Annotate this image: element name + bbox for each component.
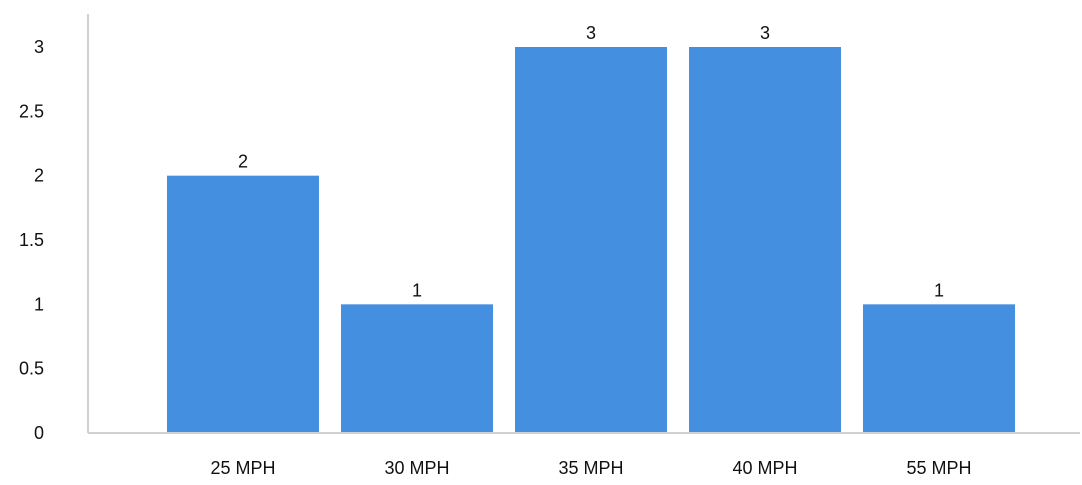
y-tick-label: 1 xyxy=(34,294,44,314)
y-axis-ticks: 0 0.5 1 1.5 2 2.5 3 xyxy=(19,37,44,443)
x-tick-label: 30 MPH xyxy=(384,458,449,478)
y-tick-label: 3 xyxy=(34,37,44,57)
y-tick-label: 0.5 xyxy=(19,359,44,379)
x-tick-label: 25 MPH xyxy=(210,458,275,478)
bar-data-label: 3 xyxy=(586,23,596,43)
bar xyxy=(515,47,667,433)
y-tick-label: 1.5 xyxy=(19,230,44,250)
x-tick-label: 55 MPH xyxy=(906,458,971,478)
bar xyxy=(341,304,493,433)
data-labels-group: 2 1 3 3 1 xyxy=(238,23,944,300)
x-tick-label: 40 MPH xyxy=(732,458,797,478)
bar-data-label: 2 xyxy=(238,152,248,172)
bar-data-label: 1 xyxy=(412,280,422,300)
x-axis-ticks: 25 MPH 30 MPH 35 MPH 40 MPH 55 MPH xyxy=(210,458,971,478)
bar xyxy=(863,304,1015,433)
bars-group xyxy=(167,47,1015,433)
x-tick-label: 35 MPH xyxy=(558,458,623,478)
bar-data-label: 1 xyxy=(934,280,944,300)
bar xyxy=(689,47,841,433)
bar xyxy=(167,175,319,433)
bar-data-label: 3 xyxy=(760,23,770,43)
y-tick-label: 2.5 xyxy=(19,101,44,121)
y-tick-label: 2 xyxy=(34,166,44,186)
y-tick-label: 0 xyxy=(34,423,44,443)
